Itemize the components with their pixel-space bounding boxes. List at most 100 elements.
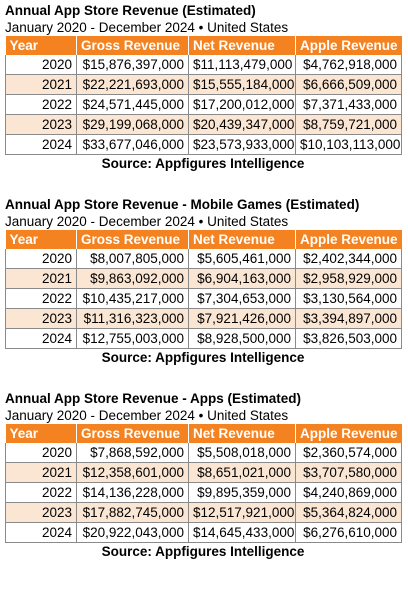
cell-apple-revenue: $3,394,897,000 bbox=[295, 308, 402, 329]
table-row: 2022 $14,136,228,000 $9,895,359,000 $4,2… bbox=[5, 482, 402, 503]
cell-gross-revenue: $24,571,445,000 bbox=[76, 94, 189, 115]
table-row: 2024 $12,755,003,000 $8,928,500,000 $3,8… bbox=[5, 328, 402, 349]
cell-net-revenue: $7,921,426,000 bbox=[188, 308, 296, 329]
section-subtitle: January 2020 - December 2024 • United St… bbox=[5, 214, 289, 229]
column-header-net-revenue: Net Revenue bbox=[188, 230, 296, 249]
table-row: 2023 $17,882,745,000 $12,517,921,000 $5,… bbox=[5, 502, 402, 523]
cell-year: 2023 bbox=[5, 114, 77, 135]
cell-net-revenue: $5,605,461,000 bbox=[188, 249, 296, 269]
column-header-year: Year bbox=[5, 230, 77, 249]
cell-net-revenue: $11,113,479,000 bbox=[188, 55, 296, 75]
table-header-row: Year Gross Revenue Net Revenue Apple Rev… bbox=[5, 36, 402, 55]
column-header-apple-revenue: Apple Revenue bbox=[295, 36, 402, 55]
cell-apple-revenue: $5,364,824,000 bbox=[295, 502, 402, 523]
cell-gross-revenue: $33,677,046,000 bbox=[76, 134, 189, 155]
section-title: Annual App Store Revenue - Apps (Estimat… bbox=[5, 391, 302, 406]
cell-net-revenue: $20,439,347,000 bbox=[188, 114, 296, 135]
table-row: 2020 $15,876,397,000 $11,113,479,000 $4,… bbox=[5, 55, 402, 75]
cell-apple-revenue: $3,826,503,000 bbox=[295, 328, 402, 349]
cell-apple-revenue: $7,371,433,000 bbox=[295, 94, 402, 115]
column-header-apple-revenue: Apple Revenue bbox=[295, 230, 402, 249]
cell-year: 2022 bbox=[5, 288, 77, 309]
table-row: 2023 $11,316,323,000 $7,921,426,000 $3,3… bbox=[5, 308, 402, 329]
cell-net-revenue: $17,200,012,000 bbox=[188, 94, 296, 115]
cell-apple-revenue: $8,759,721,000 bbox=[295, 114, 402, 135]
cell-net-revenue: $5,508,018,000 bbox=[188, 443, 296, 463]
column-header-gross-revenue: Gross Revenue bbox=[76, 230, 189, 249]
cell-apple-revenue: $2,402,344,000 bbox=[295, 249, 402, 269]
cell-gross-revenue: $29,199,068,000 bbox=[76, 114, 189, 135]
cell-apple-revenue: $10,103,113,000 bbox=[295, 134, 402, 155]
table-row: 2024 $20,922,043,000 $14,645,433,000 $6,… bbox=[5, 522, 402, 543]
table-row: 2022 $10,435,217,000 $7,304,653,000 $3,1… bbox=[5, 288, 402, 309]
cell-year: 2020 bbox=[5, 55, 77, 75]
column-header-year: Year bbox=[5, 36, 77, 55]
section-spacer bbox=[5, 172, 402, 194]
cell-net-revenue: $23,573,933,000 bbox=[188, 134, 296, 155]
cell-net-revenue: $14,645,433,000 bbox=[188, 522, 296, 543]
source-note: Source: Appfigures Intelligence bbox=[101, 544, 305, 559]
cell-net-revenue: $12,517,921,000 bbox=[188, 502, 296, 523]
column-header-net-revenue: Net Revenue bbox=[188, 424, 296, 443]
cell-apple-revenue: $3,707,580,000 bbox=[295, 462, 402, 483]
table-row: 2021 $9,863,092,000 $6,904,163,000 $2,95… bbox=[5, 268, 402, 289]
revenue-section-apps: Annual App Store Revenue - Apps (Estimat… bbox=[5, 388, 402, 560]
table-row: 2020 $8,007,805,000 $5,605,461,000 $2,40… bbox=[5, 249, 402, 269]
cell-year: 2024 bbox=[5, 522, 77, 543]
cell-gross-revenue: $17,882,745,000 bbox=[76, 502, 189, 523]
table-row: 2020 $7,868,592,000 $5,508,018,000 $2,36… bbox=[5, 443, 402, 463]
cell-gross-revenue: $22,221,693,000 bbox=[76, 74, 189, 95]
cell-year: 2023 bbox=[5, 502, 77, 523]
cell-apple-revenue: $2,958,929,000 bbox=[295, 268, 402, 289]
column-header-net-revenue: Net Revenue bbox=[188, 36, 296, 55]
table-header-row: Year Gross Revenue Net Revenue Apple Rev… bbox=[5, 230, 402, 249]
cell-apple-revenue: $4,762,918,000 bbox=[295, 55, 402, 75]
column-header-year: Year bbox=[5, 424, 77, 443]
cell-gross-revenue: $14,136,228,000 bbox=[76, 482, 189, 503]
section-subtitle: January 2020 - December 2024 • United St… bbox=[5, 408, 289, 423]
cell-apple-revenue: $2,360,574,000 bbox=[295, 443, 402, 463]
revenue-section-games: Annual App Store Revenue - Mobile Games … bbox=[5, 194, 402, 366]
cell-gross-revenue: $15,876,397,000 bbox=[76, 55, 189, 75]
table-row: 2023 $29,199,068,000 $20,439,347,000 $8,… bbox=[5, 114, 402, 135]
cell-net-revenue: $15,555,184,000 bbox=[188, 74, 296, 95]
cell-net-revenue: $8,651,021,000 bbox=[188, 462, 296, 483]
column-header-gross-revenue: Gross Revenue bbox=[76, 36, 189, 55]
source-note: Source: Appfigures Intelligence bbox=[101, 350, 305, 365]
cell-year: 2024 bbox=[5, 328, 77, 349]
revenue-table: Year Gross Revenue Net Revenue Apple Rev… bbox=[5, 424, 402, 543]
table-row: 2021 $12,358,601,000 $8,651,021,000 $3,7… bbox=[5, 462, 402, 483]
table-header-row: Year Gross Revenue Net Revenue Apple Rev… bbox=[5, 424, 402, 443]
cell-year: 2021 bbox=[5, 268, 77, 289]
column-header-gross-revenue: Gross Revenue bbox=[76, 424, 189, 443]
cell-gross-revenue: $10,435,217,000 bbox=[76, 288, 189, 309]
cell-gross-revenue: $9,863,092,000 bbox=[76, 268, 189, 289]
cell-apple-revenue: $3,130,564,000 bbox=[295, 288, 402, 309]
revenue-table: Year Gross Revenue Net Revenue Apple Rev… bbox=[5, 230, 402, 349]
cell-gross-revenue: $20,922,043,000 bbox=[76, 522, 189, 543]
cell-year: 2022 bbox=[5, 482, 77, 503]
cell-net-revenue: $8,928,500,000 bbox=[188, 328, 296, 349]
cell-year: 2022 bbox=[5, 94, 77, 115]
cell-gross-revenue: $11,316,323,000 bbox=[76, 308, 189, 329]
column-header-apple-revenue: Apple Revenue bbox=[295, 424, 402, 443]
cell-gross-revenue: $12,755,003,000 bbox=[76, 328, 189, 349]
cell-year: 2023 bbox=[5, 308, 77, 329]
cell-year: 2021 bbox=[5, 74, 77, 95]
cell-apple-revenue: $6,666,509,000 bbox=[295, 74, 402, 95]
cell-gross-revenue: $7,868,592,000 bbox=[76, 443, 189, 463]
cell-apple-revenue: $4,240,869,000 bbox=[295, 482, 402, 503]
revenue-table: Year Gross Revenue Net Revenue Apple Rev… bbox=[5, 36, 402, 155]
cell-year: 2021 bbox=[5, 462, 77, 483]
cell-gross-revenue: $8,007,805,000 bbox=[76, 249, 189, 269]
document-page: Annual App Store Revenue (Estimated) Jan… bbox=[5, 3, 402, 560]
table-row: 2024 $33,677,046,000 $23,573,933,000 $10… bbox=[5, 134, 402, 155]
section-title: Annual App Store Revenue - Mobile Games … bbox=[5, 197, 360, 212]
section-title: Annual App Store Revenue (Estimated) bbox=[5, 3, 256, 18]
source-note: Source: Appfigures Intelligence bbox=[101, 156, 305, 171]
table-row: 2021 $22,221,693,000 $15,555,184,000 $6,… bbox=[5, 74, 402, 95]
cell-apple-revenue: $6,276,610,000 bbox=[295, 522, 402, 543]
table-row: 2022 $24,571,445,000 $17,200,012,000 $7,… bbox=[5, 94, 402, 115]
cell-year: 2024 bbox=[5, 134, 77, 155]
cell-net-revenue: $7,304,653,000 bbox=[188, 288, 296, 309]
